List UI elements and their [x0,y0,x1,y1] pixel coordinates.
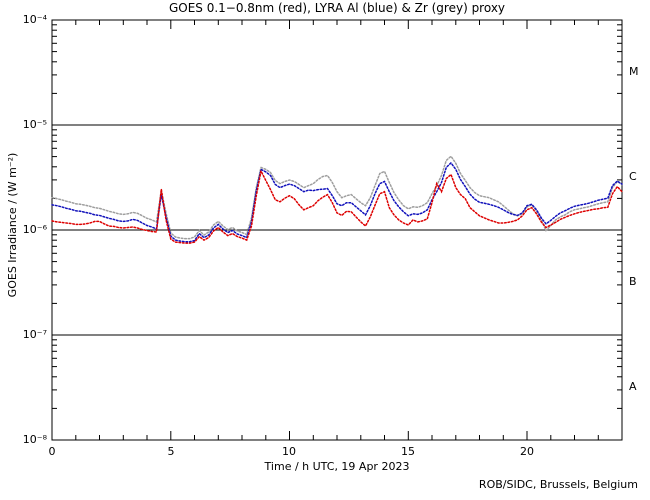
flare-class-label-m: M [629,65,639,78]
credit-text: ROB/SIDC, Brussels, Belgium [478,478,638,491]
series-red [51,168,623,244]
y-tick-label-1e-7: 10⁻⁷ [22,328,47,341]
y-tick-label-1e-4: 10⁻⁴ [22,13,47,26]
series-blue [51,161,623,243]
flare-class-label-a: A [629,380,637,393]
x-tick-label-0: 0 [48,445,56,458]
flare-class-label-b: B [629,275,637,288]
flare-class-label-c: C [629,170,637,183]
x-tick-label-15: 15 [401,445,415,458]
x-tick-label-5: 5 [167,445,175,458]
chart-title: GOES 0.1−0.8nm (red), LYRA Al (blue) & Z… [168,1,506,15]
x-tick-label-20: 20 [520,445,534,458]
series-grey [51,155,623,240]
x-axis-label: Time / h UTC, 19 Apr 2023 [264,460,410,473]
y-tick-label-1e-8: 10⁻⁸ [22,433,47,446]
y-tick-label-1e-5: 10⁻⁵ [22,118,47,131]
y-tick-label-1e-6: 10⁻⁶ [22,223,47,236]
x-tick-label-10: 10 [282,445,296,458]
